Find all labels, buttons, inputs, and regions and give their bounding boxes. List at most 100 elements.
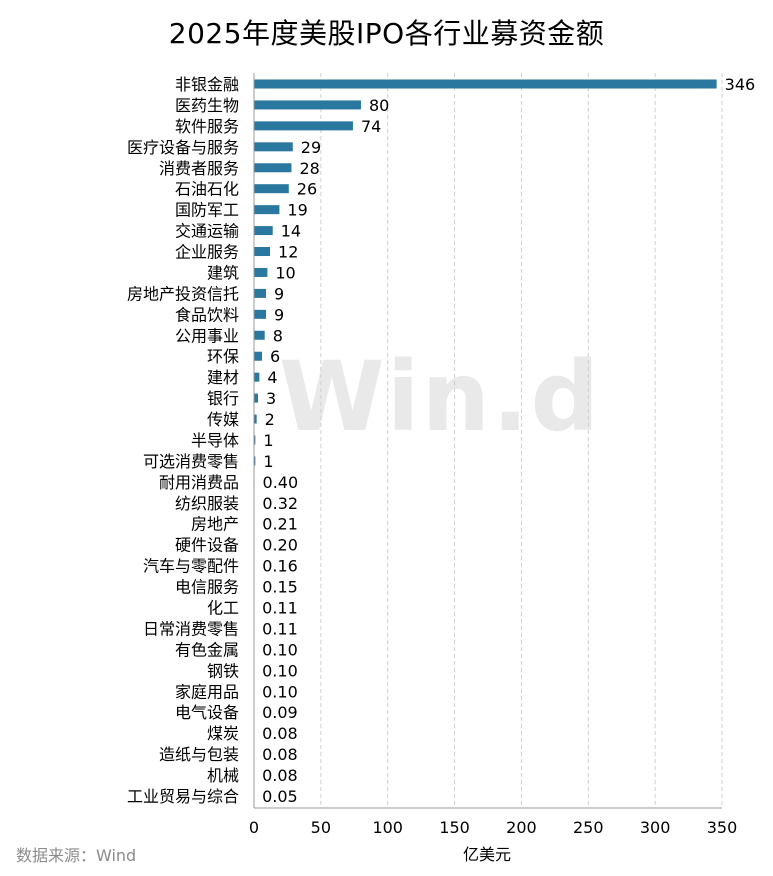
bar: [254, 309, 267, 319]
x-tick-label: 300: [640, 818, 671, 837]
category-label: 软件服务: [175, 117, 239, 136]
bar: [254, 247, 271, 257]
x-tick-label: 100: [372, 818, 403, 837]
category-label: 房地产投资信托: [127, 284, 239, 303]
x-tick-label: 150: [439, 818, 470, 837]
category-label: 化工: [207, 599, 239, 618]
category-label: 电信服务: [175, 578, 239, 597]
category-label: 可选消费零售: [143, 452, 239, 471]
category-label: 国防军工: [175, 201, 239, 220]
value-label: 26: [297, 180, 317, 199]
bar: [254, 393, 259, 403]
value-label: 29: [301, 138, 321, 157]
category-label: 造纸与包装: [159, 745, 239, 764]
value-label: 0.11: [262, 599, 298, 618]
value-label: 2: [265, 410, 275, 429]
chart-title: 2025年度美股IPO各行业募资金额: [168, 17, 605, 50]
value-label: 0.32: [262, 494, 298, 513]
value-label: 4: [267, 368, 277, 387]
bar: [254, 100, 361, 110]
bar: [254, 184, 289, 194]
value-label: 0.15: [262, 578, 298, 597]
value-label: 0.05: [262, 787, 298, 806]
category-label: 有色金属: [175, 640, 239, 659]
bar: [254, 226, 273, 236]
category-label: 电气设备: [175, 703, 239, 722]
value-label: 0.40: [263, 473, 299, 492]
category-label: 家庭用品: [175, 682, 239, 701]
bar: [254, 414, 257, 424]
category-label: 汽车与零配件: [143, 557, 239, 576]
value-label: 3: [266, 389, 276, 408]
x-tick-label: 250: [573, 818, 604, 837]
value-label: 0.09: [262, 703, 298, 722]
category-label: 医疗设备与服务: [127, 138, 239, 157]
category-label: 食品饮料: [175, 305, 239, 324]
bar: [254, 351, 263, 361]
category-label: 日常消费零售: [143, 619, 239, 638]
category-label: 传媒: [207, 410, 239, 429]
x-tick-label: 50: [311, 818, 331, 837]
category-label: 半导体: [191, 431, 239, 450]
category-label: 企业服务: [175, 243, 239, 262]
source-note: 数据来源：Wind: [16, 846, 137, 865]
x-axis-title: 亿美元: [463, 845, 511, 864]
bar: [254, 372, 260, 382]
bar: [254, 267, 268, 277]
category-label: 机械: [207, 766, 239, 785]
category-label: 非银金融: [175, 75, 239, 94]
value-label: 28: [299, 159, 319, 178]
category-label: 环保: [207, 347, 239, 366]
bar: [254, 163, 292, 173]
category-label: 医药生物: [175, 96, 239, 115]
category-label: 耐用消费品: [159, 473, 239, 492]
bar: [254, 456, 256, 466]
bar: [254, 121, 353, 131]
value-label: 0.08: [262, 745, 298, 764]
x-tick-label: 350: [707, 818, 738, 837]
value-label: 0.08: [262, 724, 298, 743]
watermark: Win.d: [279, 341, 601, 453]
value-label: 0.08: [262, 766, 298, 785]
category-label: 建材: [207, 368, 239, 387]
bar: [254, 205, 280, 215]
category-label: 银行: [207, 389, 239, 408]
value-label: 10: [275, 263, 295, 282]
x-tick-label: 200: [506, 818, 537, 837]
bar: [254, 79, 717, 89]
value-label: 6: [270, 347, 280, 366]
x-tick-label: 0: [249, 818, 259, 837]
category-label: 硬件设备: [175, 536, 239, 555]
value-label: 0.16: [262, 557, 298, 576]
value-label: 0.10: [262, 682, 298, 701]
value-label: 9: [274, 305, 284, 324]
value-label: 1: [263, 452, 273, 471]
bar: [254, 288, 267, 298]
value-label: 80: [369, 96, 389, 115]
value-label: 0.10: [262, 640, 298, 659]
bar: [254, 330, 265, 340]
category-label: 煤炭: [207, 724, 239, 743]
category-label: 纺织服装: [175, 494, 239, 513]
category-label: 钢铁: [207, 661, 239, 680]
bar: [254, 435, 256, 445]
category-label: 交通运输: [175, 222, 239, 241]
value-label: 0.20: [262, 536, 298, 555]
category-label: 公用事业: [175, 326, 239, 345]
value-label: 14: [281, 222, 301, 241]
category-label: 建筑: [207, 263, 239, 282]
category-label: 石油石化: [175, 180, 239, 199]
value-label: 0.11: [262, 619, 298, 638]
category-label: 房地产: [191, 515, 239, 534]
value-label: 0.10: [262, 661, 298, 680]
value-label: 74: [361, 117, 381, 136]
bar: [254, 142, 293, 152]
value-label: 12: [278, 243, 298, 262]
value-label: 19: [287, 201, 307, 220]
value-label: 1: [263, 431, 273, 450]
value-label: 9: [274, 284, 284, 303]
category-label: 消费者服务: [159, 159, 239, 178]
value-label: 8: [273, 326, 283, 345]
category-label: 工业贸易与综合: [127, 787, 239, 806]
